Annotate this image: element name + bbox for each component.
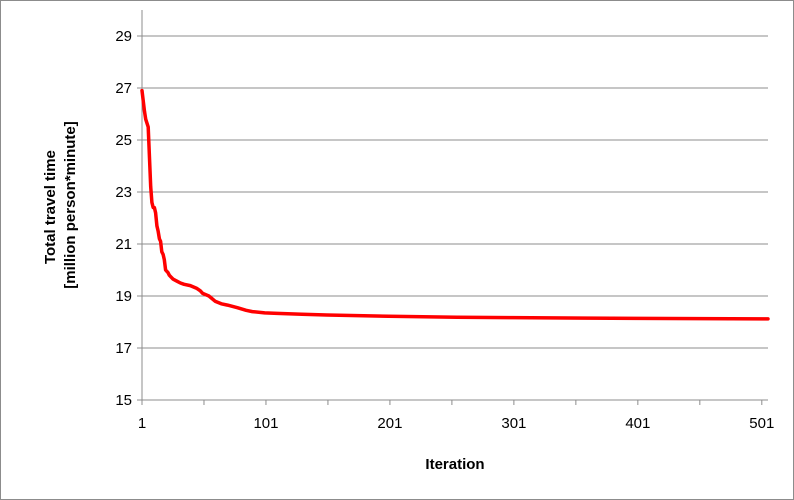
x-tick-label: 301 <box>501 415 526 432</box>
x-tick-label: 1 <box>138 415 146 432</box>
y-axis-title-line-2: [million person*minute] <box>62 121 79 289</box>
series-layer <box>140 88 770 321</box>
series-line <box>140 88 770 321</box>
x-axis-title: Iteration <box>425 456 484 473</box>
y-tick-label: 17 <box>115 340 132 357</box>
x-tick-label: 401 <box>625 415 650 432</box>
x-tick-label: 501 <box>749 415 774 432</box>
x-tick-label: 101 <box>253 415 278 432</box>
y-tick-label: 25 <box>115 132 132 149</box>
y-tick-label: 21 <box>115 236 132 253</box>
x-tick-label: 201 <box>377 415 402 432</box>
gridlines <box>142 35 768 349</box>
y-tick-label: 15 <box>115 392 132 409</box>
y-axis-title-line-1: Total travel time <box>42 150 59 264</box>
y-tick-label: 19 <box>115 288 132 305</box>
y-tick-label: 29 <box>115 28 132 45</box>
axes <box>137 10 768 405</box>
y-axis-title: Total travel time [million person*minute… <box>42 121 79 289</box>
tick-labels: 15 17 19 21 23 25 27 29 1 101 201 301 401 501 <box>115 28 774 432</box>
y-tick-label: 27 <box>115 80 132 97</box>
y-tick-label: 23 <box>115 184 132 201</box>
